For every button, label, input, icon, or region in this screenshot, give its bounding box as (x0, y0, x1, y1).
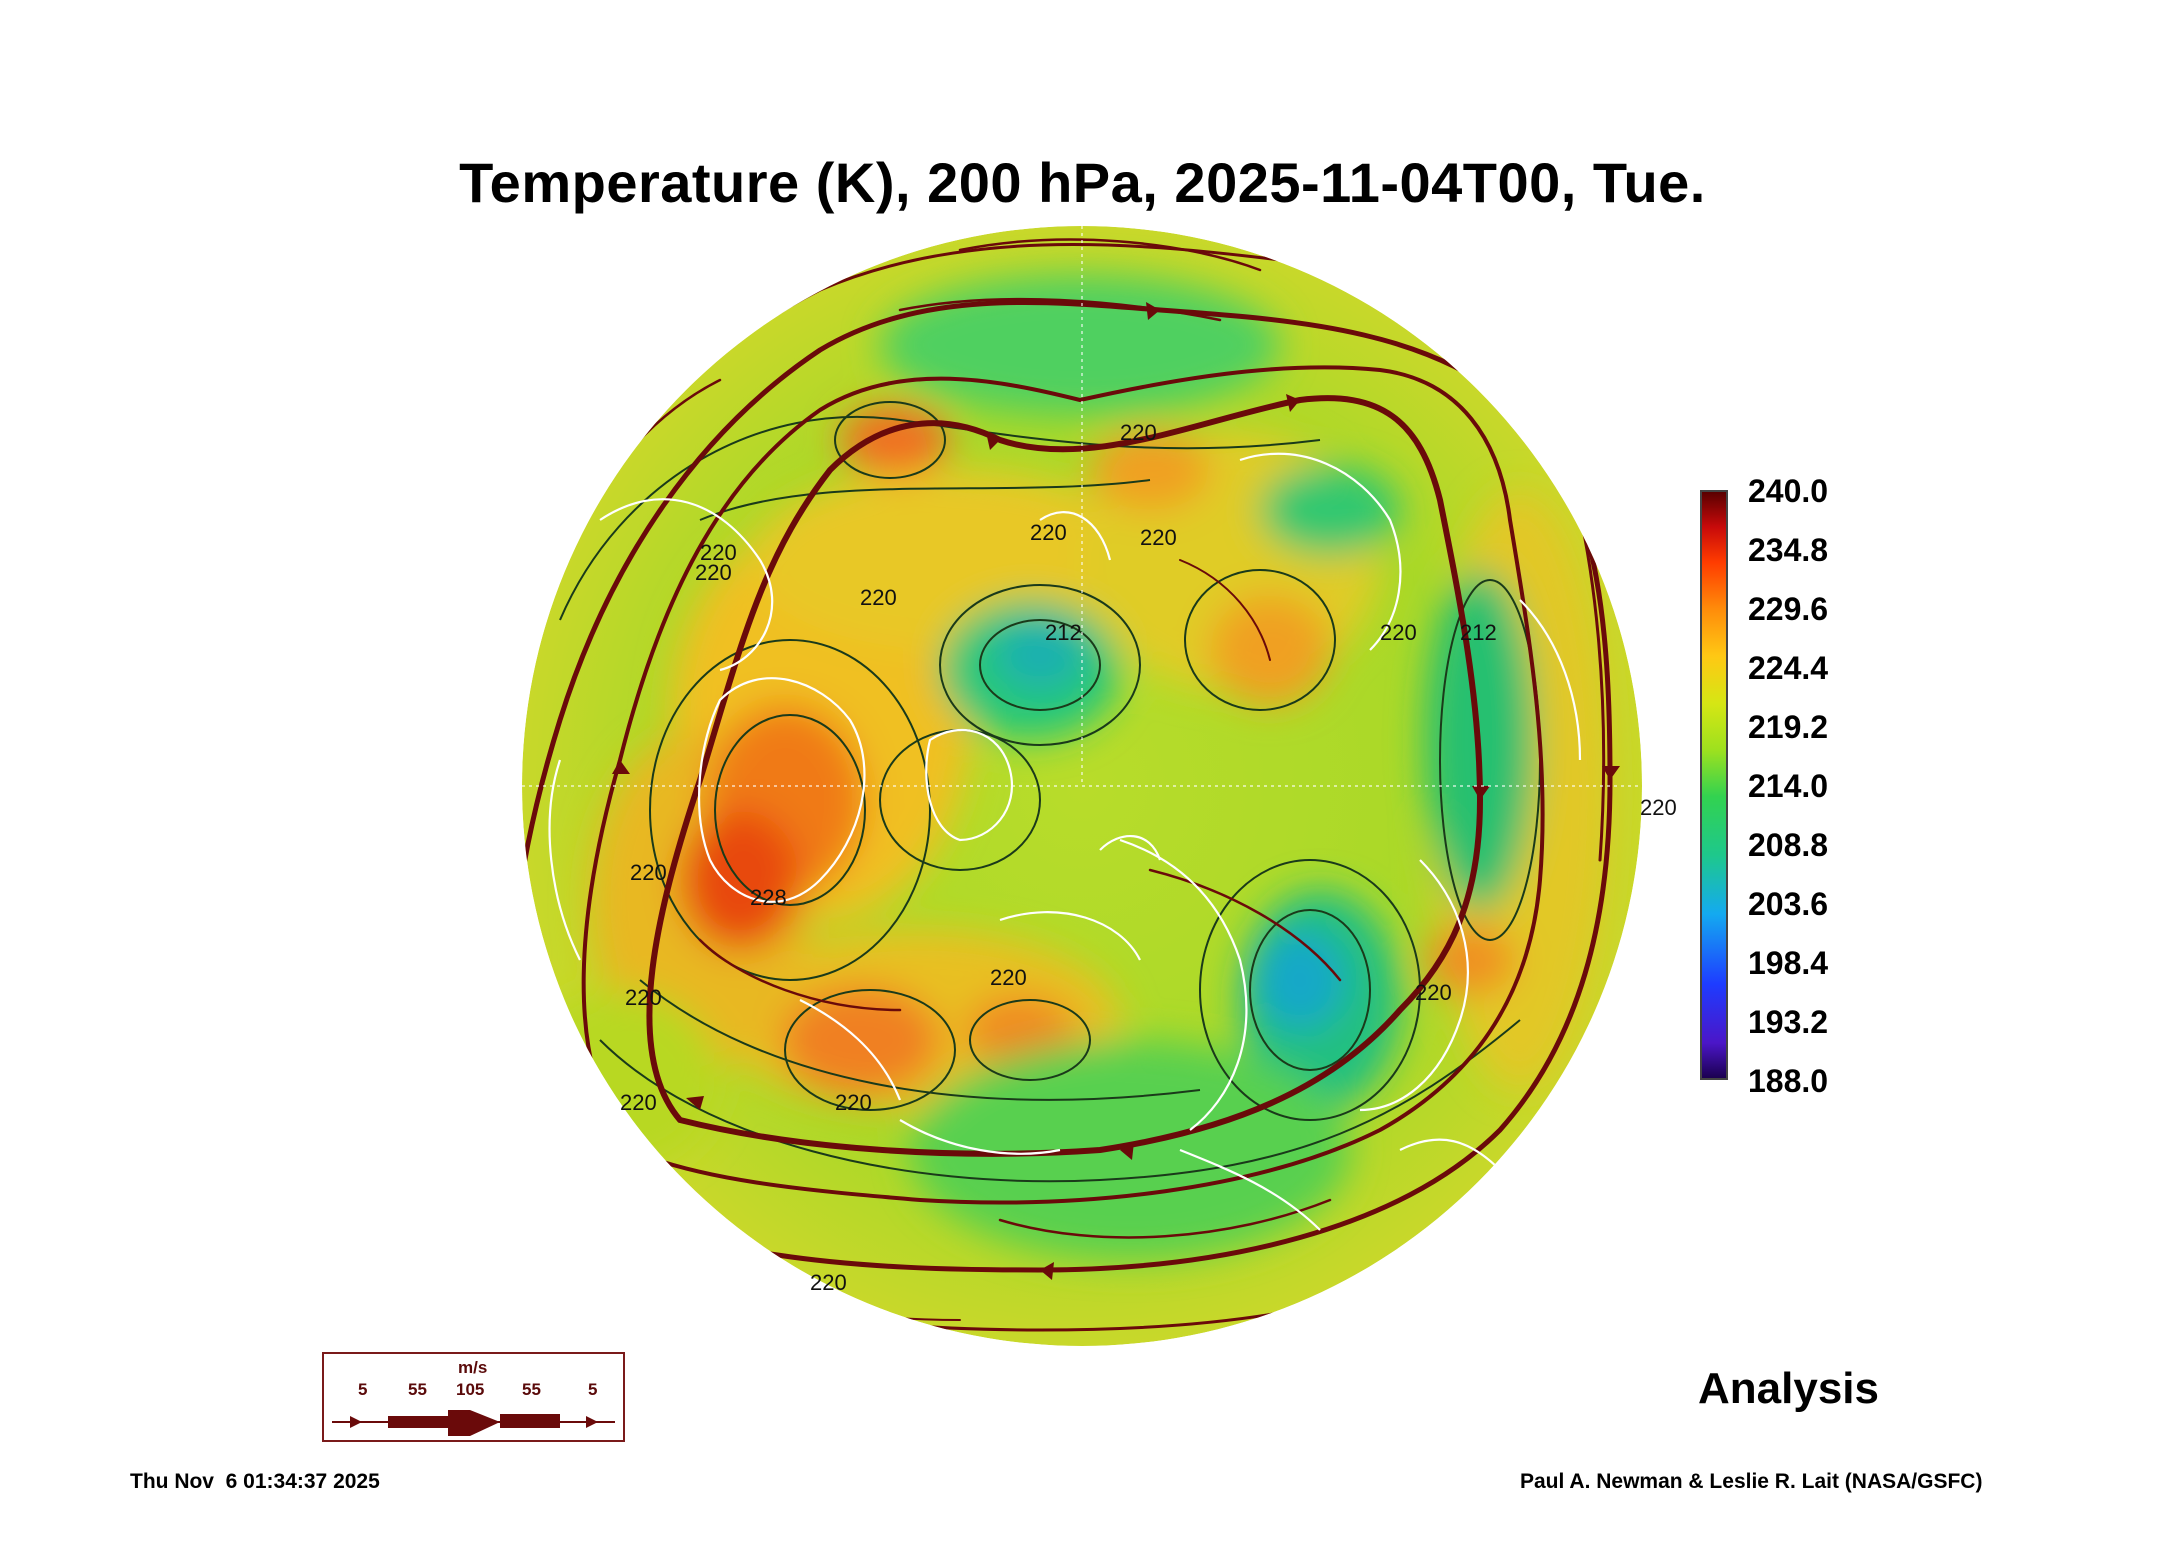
credit: Paul A. Newman & Leslie R. Lait (NASA/GS… (1520, 1470, 1983, 1493)
colorbar-label: 203.6 (1748, 886, 1829, 922)
graticule (522, 226, 1642, 787)
colorbar-label: 224.4 (1748, 650, 1829, 686)
wind-legend-speed: 55 (522, 1380, 541, 1399)
streamline-arrows (548, 302, 1620, 1280)
contour-label: 220 (835, 1090, 872, 1115)
contour-label: 220 (700, 540, 737, 565)
contour-label: 220 (630, 860, 667, 885)
contour-label: 220 (860, 585, 897, 610)
wind-legend-arrow (332, 1410, 615, 1436)
colorbar (1700, 490, 1728, 1080)
colorbar-label: 240.0 (1748, 473, 1829, 509)
wind-legend: m/s 5 55 105 55 5 (322, 1352, 625, 1442)
contour-label: 220 (1415, 980, 1452, 1005)
wind-legend-speed: 105 (456, 1380, 485, 1399)
colorbar-label: 234.8 (1748, 532, 1829, 568)
colorbar-label: 229.6 (1748, 591, 1829, 627)
contour-labels: 220 220 220 220 212 220 228 220 220 220 … (620, 420, 1677, 1295)
colorbar-label: 214.0 (1748, 768, 1829, 804)
wind-legend-speed: 5 (358, 1380, 368, 1399)
colorbar-label: 208.8 (1748, 827, 1829, 863)
contour-label: 212 (1460, 620, 1497, 645)
contour-label: 220 (1120, 420, 1157, 445)
contour-label: 220 (810, 1270, 847, 1295)
wind-legend-speed: 5 (588, 1380, 598, 1399)
contour-label: 220 (1640, 795, 1677, 820)
map-title: Temperature (K), 200 hPa, 2025-11-04T00,… (459, 151, 1706, 214)
contour-label: 220 (1140, 525, 1177, 550)
colorbar-label: 193.2 (1748, 1004, 1829, 1040)
contour-label: 220 (625, 985, 662, 1010)
contour-label: 228 (750, 885, 787, 910)
contour-label: 212 (1045, 620, 1082, 645)
contour-label: 220 (1380, 620, 1417, 645)
colorbar-label: 198.4 (1748, 945, 1829, 981)
analysis-label: Analysis (1698, 1364, 1879, 1413)
contour-label: 220 (990, 965, 1027, 990)
colorbar-label: 219.2 (1748, 709, 1829, 745)
temperature-contours (559, 401, 1541, 1183)
colorbar-label: 188.0 (1748, 1063, 1829, 1099)
contour-label: 220 (695, 560, 732, 585)
wind-legend-speed: 55 (408, 1380, 427, 1399)
temperature-field (522, 226, 1642, 1346)
contour-label: 220 (1030, 520, 1067, 545)
contour-label: 220 (620, 1090, 657, 1115)
coastlines (548, 452, 1582, 1231)
wind-legend-units: m/s (458, 1358, 488, 1377)
timestamp: Thu Nov 6 01:34:37 2025 (130, 1470, 380, 1493)
